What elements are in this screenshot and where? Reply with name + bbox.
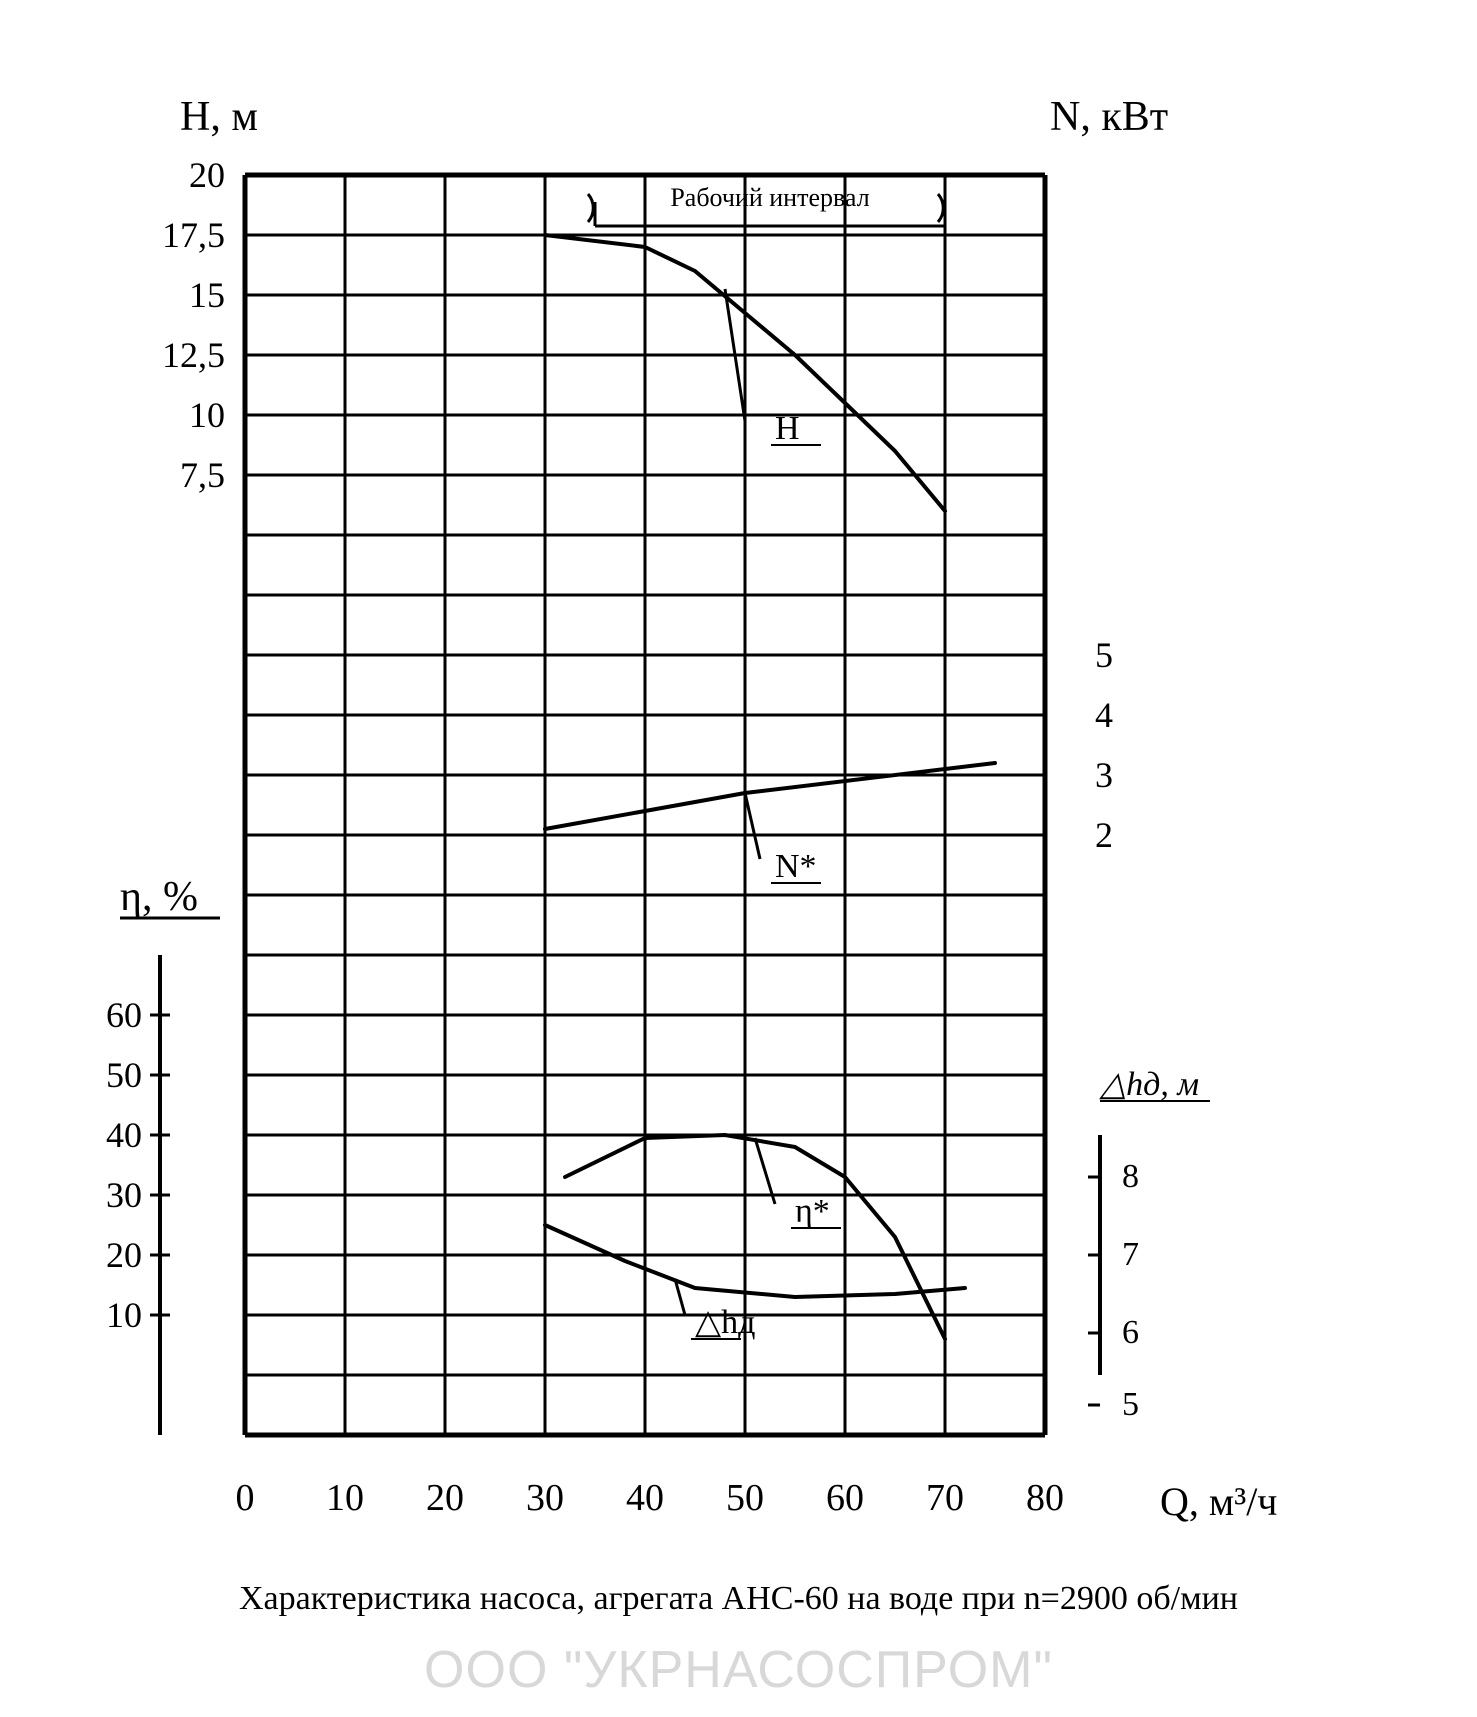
svg-text:2: 2 <box>1095 815 1113 855</box>
page: 0 10 20 30 40 50 60 70 80 Q, м³/ч Н, м 20 17,5 15 12,5… <box>0 0 1477 1717</box>
svg-text:40: 40 <box>626 1477 664 1519</box>
svg-text:12,5: 12,5 <box>162 335 225 375</box>
svg-text:△hд: △hд <box>695 1304 755 1341</box>
svg-text:8: 8 <box>1122 1158 1139 1195</box>
chart-caption: Характеристика насоса, агрегата АНС-60 н… <box>0 1580 1477 1618</box>
svg-text:20: 20 <box>189 155 225 195</box>
svg-text:N, кВт: N, кВт <box>1050 94 1168 140</box>
svg-text:0: 0 <box>236 1477 255 1519</box>
svg-text:η, %: η, % <box>120 874 198 920</box>
svg-text:10: 10 <box>106 1295 142 1335</box>
svg-text:15: 15 <box>189 275 225 315</box>
watermark-text: ООО "УКРНАСОСПРОМ" <box>0 1640 1477 1700</box>
svg-text:50: 50 <box>726 1477 764 1519</box>
pump-curves-chart: 0 10 20 30 40 50 60 70 80 Q, м³/ч Н, м 20 17,5 15 12,5… <box>0 0 1477 1717</box>
svg-text:7: 7 <box>1122 1236 1139 1273</box>
svg-text:20: 20 <box>426 1477 464 1519</box>
svg-text:10: 10 <box>326 1477 364 1519</box>
svg-text:7,5: 7,5 <box>180 455 225 495</box>
svg-text:10: 10 <box>189 395 225 435</box>
svg-text:Q, м³/ч: Q, м³/ч <box>1160 1479 1277 1524</box>
curve-power-N <box>545 763 995 829</box>
svg-text:Рабочий интервал: Рабочий интервал <box>670 183 869 212</box>
svg-text:70: 70 <box>926 1477 964 1519</box>
svg-text:N*: N* <box>775 848 817 885</box>
svg-text:30: 30 <box>106 1175 142 1215</box>
curve-npsh-dh <box>545 1225 965 1297</box>
svg-text:H: H <box>775 410 800 447</box>
svg-text:60: 60 <box>826 1477 864 1519</box>
svg-text:Н, м: Н, м <box>180 94 258 140</box>
svg-text:η*: η* <box>795 1193 830 1230</box>
svg-text:60: 60 <box>106 995 142 1035</box>
svg-text:6: 6 <box>1122 1314 1139 1351</box>
svg-text:30: 30 <box>526 1477 564 1519</box>
svg-text:20: 20 <box>106 1235 142 1275</box>
svg-text:80: 80 <box>1026 1477 1064 1519</box>
svg-text:50: 50 <box>106 1055 142 1095</box>
svg-text:△hд, м: △hд, м <box>1099 1066 1199 1103</box>
svg-text:5: 5 <box>1122 1386 1139 1423</box>
svg-text:40: 40 <box>106 1115 142 1155</box>
svg-text:17,5: 17,5 <box>162 215 225 255</box>
svg-text:3: 3 <box>1095 755 1113 795</box>
svg-text:4: 4 <box>1095 695 1113 735</box>
svg-text:5: 5 <box>1095 635 1113 675</box>
